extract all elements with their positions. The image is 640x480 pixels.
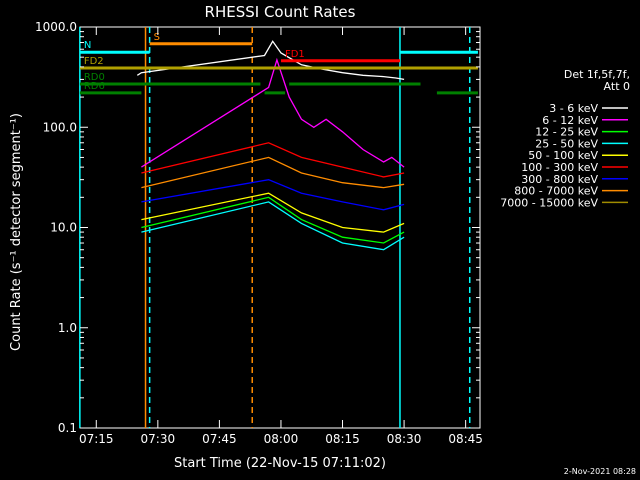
legend-label: 12 - 25 keV bbox=[535, 126, 598, 139]
series-line bbox=[141, 192, 405, 233]
x-tick-label: 08:45 bbox=[448, 432, 483, 446]
series-line bbox=[141, 201, 405, 251]
y-tick-label: 100.0 bbox=[43, 120, 77, 134]
marker-lines bbox=[79, 27, 471, 428]
annotation-label: FD1 bbox=[285, 49, 305, 60]
legend-label: 7000 - 15000 keV bbox=[500, 196, 598, 209]
x-tick-label: 08:30 bbox=[387, 432, 422, 446]
annotation-label: FD2 bbox=[84, 56, 104, 67]
annotation-label: RD0 bbox=[84, 72, 105, 83]
x-tick-label: 08:15 bbox=[325, 432, 360, 446]
series-layer bbox=[136, 40, 405, 251]
series-line bbox=[141, 179, 405, 211]
legend-label: 50 - 100 keV bbox=[528, 149, 598, 162]
legend-label: 300 - 800 keV bbox=[521, 173, 598, 186]
legend-header: Det 1f,5f,7f, bbox=[564, 68, 630, 81]
legend-label: 100 - 300 keV bbox=[521, 161, 598, 174]
x-tick-label: 07:15 bbox=[79, 432, 114, 446]
x-axis-label: Start Time (22-Nov-15 07:11:02) bbox=[174, 456, 386, 471]
y-tick-label: 0.1 bbox=[58, 421, 77, 435]
y-tick-label: 1.0 bbox=[58, 321, 77, 335]
legend-label: 800 - 7000 keV bbox=[514, 185, 598, 198]
y-tick-label: 10.0 bbox=[50, 221, 77, 235]
y-axis-label: Count Rate (s⁻¹ detector segment⁻¹) bbox=[9, 113, 24, 351]
series-line bbox=[141, 142, 405, 178]
annotation-label: S bbox=[154, 32, 160, 43]
legend-label: 25 - 50 keV bbox=[535, 137, 598, 150]
series-line bbox=[141, 156, 405, 189]
x-tick-label: 07:45 bbox=[202, 432, 237, 446]
legend-label: 6 - 12 keV bbox=[542, 114, 598, 127]
y-tick-label: 1000.0 bbox=[35, 20, 77, 34]
legend-header: Att 0 bbox=[604, 80, 630, 93]
series-line bbox=[141, 57, 405, 168]
x-tick-label: 07:30 bbox=[141, 432, 176, 446]
plot-frame bbox=[79, 26, 481, 429]
plot-area bbox=[79, 26, 481, 429]
chart-title: RHESSI Count Rates bbox=[205, 3, 356, 21]
annotation-label: N bbox=[84, 40, 91, 51]
axes-layer: 0.1 1.0 10.0 100.0 1000.0 07:15 07:30 07:45 08:0… bbox=[35, 20, 483, 446]
footer-timestamp: 2-Nov-2021 08:28 bbox=[564, 467, 636, 476]
series-line bbox=[141, 196, 405, 244]
legend-label: 3 - 6 keV bbox=[549, 102, 598, 115]
annotation-label: RD6 bbox=[84, 81, 105, 92]
x-tick-label: 08:00 bbox=[264, 432, 299, 446]
